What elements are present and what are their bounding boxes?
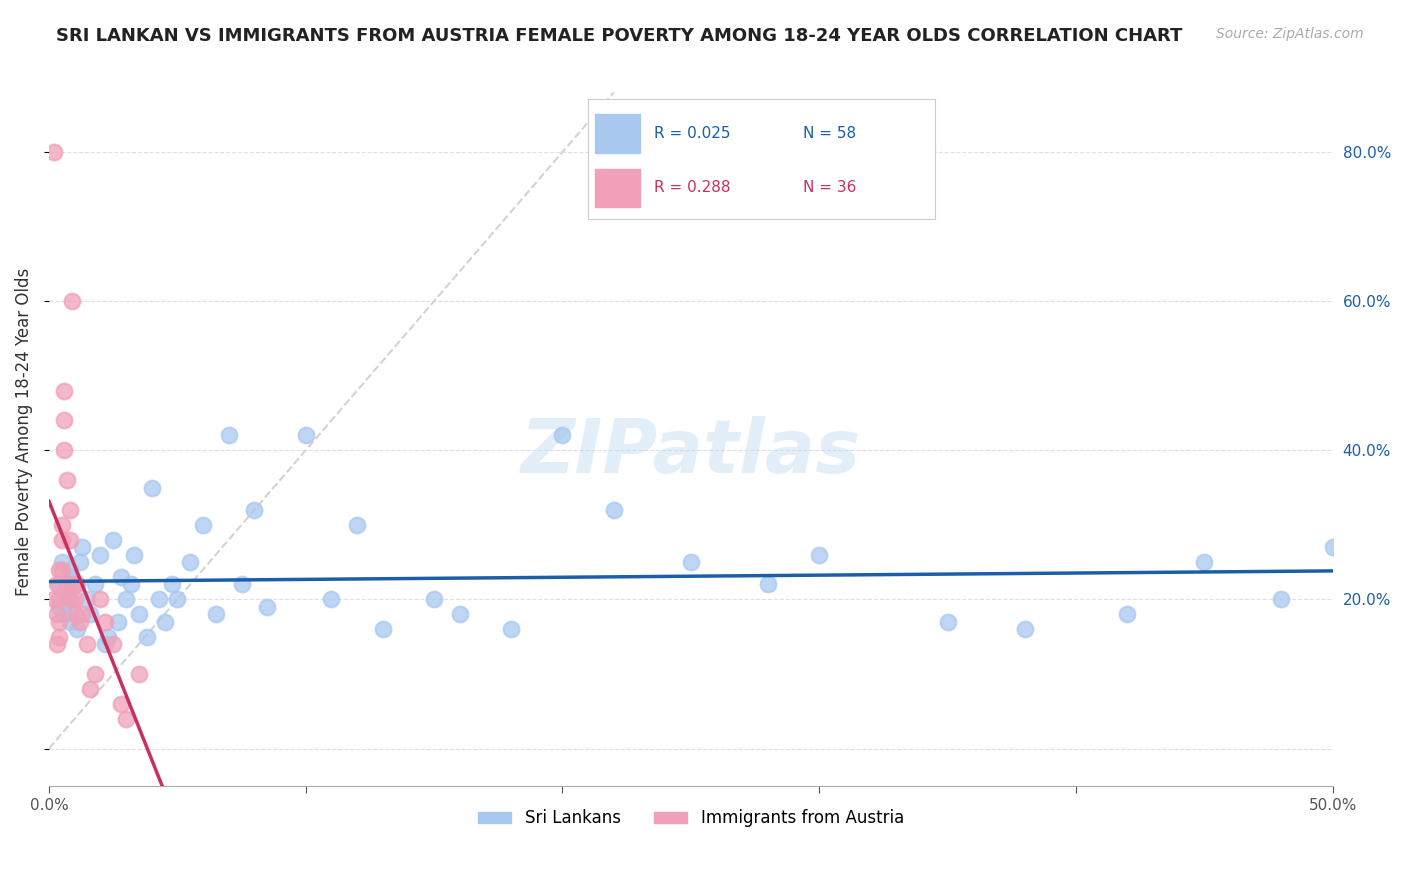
Point	[120, 577, 142, 591]
Point	[256, 599, 278, 614]
Point	[48, 615, 70, 629]
Point	[56, 592, 79, 607]
Point	[1270, 592, 1292, 607]
Point	[51, 517, 73, 532]
Point	[808, 548, 831, 562]
Point	[107, 615, 129, 629]
Point	[1194, 555, 1216, 569]
Point	[48, 630, 70, 644]
Point	[84, 577, 107, 591]
Point	[76, 637, 98, 651]
Point	[97, 630, 120, 644]
Point	[218, 428, 240, 442]
Point	[423, 592, 446, 607]
Y-axis label: Female Poverty Among 18-24 Year Olds: Female Poverty Among 18-24 Year Olds	[15, 268, 32, 596]
Point	[1116, 607, 1139, 622]
Point	[135, 630, 157, 644]
Point	[1014, 622, 1036, 636]
Point	[179, 555, 201, 569]
Point	[48, 563, 70, 577]
Point	[1322, 540, 1344, 554]
Point	[63, 607, 86, 622]
Point	[48, 599, 70, 614]
Point	[58, 563, 80, 577]
Point	[551, 428, 574, 442]
Point	[53, 443, 76, 458]
Point	[243, 503, 266, 517]
Point	[115, 712, 138, 726]
Text: Source: ZipAtlas.com: Source: ZipAtlas.com	[1216, 27, 1364, 41]
Point	[51, 555, 73, 569]
Point	[58, 615, 80, 629]
Point	[53, 384, 76, 398]
Point	[191, 517, 214, 532]
Point	[294, 428, 316, 442]
Point	[45, 607, 67, 622]
Point	[69, 615, 91, 629]
Point	[66, 577, 89, 591]
Point	[60, 599, 83, 614]
Point	[63, 592, 86, 607]
Point	[205, 607, 228, 622]
Point	[603, 503, 626, 517]
Point	[72, 607, 94, 622]
Point	[89, 548, 111, 562]
Point	[84, 667, 107, 681]
Point	[153, 615, 176, 629]
Point	[58, 592, 80, 607]
Point	[756, 577, 779, 591]
Point	[122, 548, 145, 562]
Legend: Sri Lankans, Immigrants from Austria: Sri Lankans, Immigrants from Austria	[471, 803, 911, 834]
Point	[231, 577, 253, 591]
Point	[449, 607, 471, 622]
Point	[60, 570, 83, 584]
Point	[56, 577, 79, 591]
Point	[66, 622, 89, 636]
Point	[148, 592, 170, 607]
Point	[79, 607, 101, 622]
Point	[56, 473, 79, 487]
Point	[48, 577, 70, 591]
Point	[501, 622, 523, 636]
Point	[60, 294, 83, 309]
Text: ZIPatlas: ZIPatlas	[520, 417, 860, 490]
Point	[89, 592, 111, 607]
Point	[110, 570, 132, 584]
Point	[63, 577, 86, 591]
Point	[58, 533, 80, 547]
Point	[51, 563, 73, 577]
Point	[94, 615, 117, 629]
Point	[58, 503, 80, 517]
Point	[128, 667, 150, 681]
Point	[371, 622, 394, 636]
Point	[69, 555, 91, 569]
Point	[166, 592, 188, 607]
Point	[76, 592, 98, 607]
Point	[60, 577, 83, 591]
Point	[101, 637, 124, 651]
Text: SRI LANKAN VS IMMIGRANTS FROM AUSTRIA FEMALE POVERTY AMONG 18-24 YEAR OLDS CORRE: SRI LANKAN VS IMMIGRANTS FROM AUSTRIA FE…	[56, 27, 1182, 45]
Point	[48, 592, 70, 607]
Point	[53, 607, 76, 622]
Point	[94, 637, 117, 651]
Point	[160, 577, 183, 591]
Point	[110, 697, 132, 711]
Point	[101, 533, 124, 547]
Point	[128, 607, 150, 622]
Point	[53, 585, 76, 599]
Point	[936, 615, 959, 629]
Point	[53, 413, 76, 427]
Point	[51, 533, 73, 547]
Point	[42, 592, 65, 607]
Point	[79, 681, 101, 696]
Point	[72, 540, 94, 554]
Point	[346, 517, 368, 532]
Point	[42, 145, 65, 159]
Point	[321, 592, 343, 607]
Point	[679, 555, 702, 569]
Point	[45, 637, 67, 651]
Point	[45, 577, 67, 591]
Point	[141, 481, 163, 495]
Point	[115, 592, 138, 607]
